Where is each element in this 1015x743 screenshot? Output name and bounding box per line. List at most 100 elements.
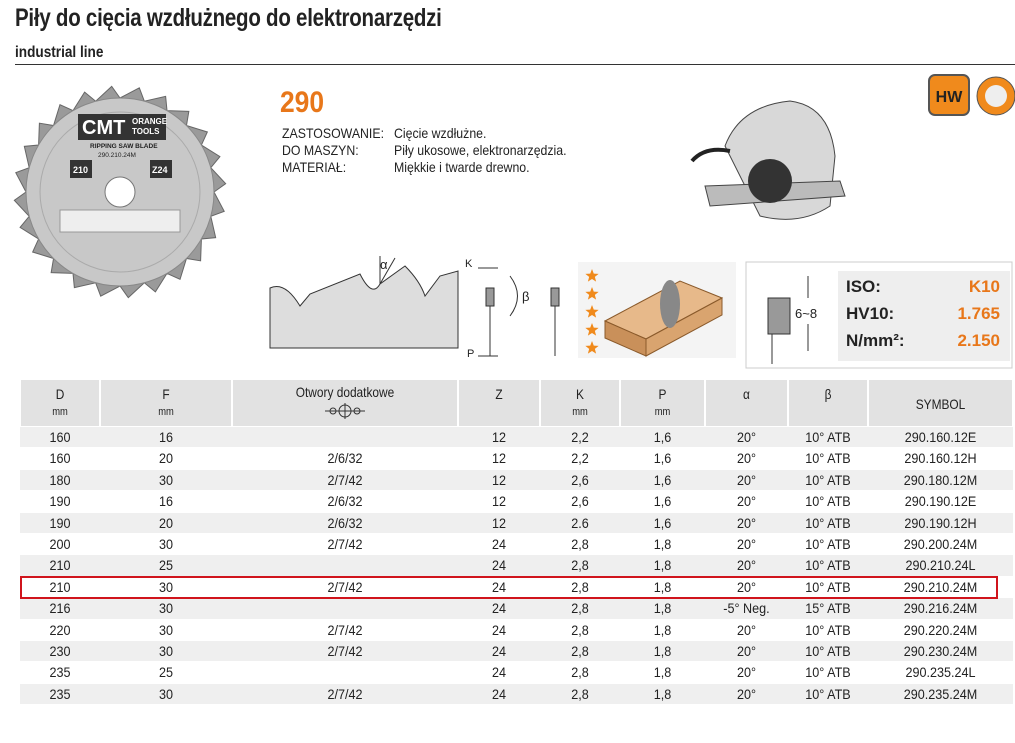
teeth-plate <box>150 160 172 178</box>
blade-teeth-count: Z24 <box>152 165 168 175</box>
table-cell: 2,6 <box>571 471 589 488</box>
blade-icon-center <box>985 85 1007 107</box>
table-cell: 24 <box>491 643 507 659</box>
table-cell: 24 <box>491 578 507 595</box>
table-cell: 20° <box>736 643 757 659</box>
product-code-text: 290 <box>280 86 325 119</box>
header-cell <box>706 380 787 426</box>
table-cell: 30 <box>158 536 174 552</box>
table-cell: 2,8 <box>571 621 589 638</box>
column-unit: mm <box>654 406 671 418</box>
spec-label: ZASTOSOWANIE: <box>282 125 384 141</box>
table-cell: 2,8 <box>571 578 589 595</box>
table-cell: 2,8 <box>571 685 589 702</box>
table-cell: 10° ATB <box>805 514 851 531</box>
spec-label: DO MASZYN: <box>282 142 359 158</box>
table-cell: 1,8 <box>653 664 672 681</box>
table-row <box>20 576 1013 598</box>
star <box>585 341 599 354</box>
table-cell: 290.160.12E <box>904 429 977 445</box>
table-cell: 20° <box>736 664 757 681</box>
tooth-height <box>767 276 809 364</box>
brand-sub: ORANGE <box>132 117 168 126</box>
table-cell: 220 <box>49 621 71 638</box>
blade-ring <box>39 111 201 273</box>
beta-label: β <box>522 289 529 304</box>
table-cell: 290.216.24M <box>903 600 978 617</box>
column-name: K <box>576 386 584 402</box>
star <box>585 287 599 300</box>
table-cell: 16 <box>158 429 174 445</box>
table-cell: 30 <box>158 643 174 659</box>
spec-value: Cięcie wzdłużne. <box>394 125 487 141</box>
table-cell: 10° ATB <box>805 450 851 467</box>
beta-arc <box>509 275 518 317</box>
table-cell: 1,8 <box>653 578 672 595</box>
table-cell: 1,8 <box>653 600 672 617</box>
star <box>585 305 599 318</box>
circular-saw <box>690 100 846 220</box>
wood-icon <box>578 262 736 358</box>
hardness-label: HV10: <box>846 304 895 323</box>
table-cell: 290.210.24L <box>905 557 976 574</box>
table-cell: 290.160.12H <box>904 450 977 467</box>
header-cell <box>869 380 1012 426</box>
blade-in-wood <box>660 280 680 328</box>
star <box>585 269 599 282</box>
header-cell <box>101 380 231 426</box>
table-cell: 2,8 <box>571 536 589 552</box>
table-row <box>20 469 1013 491</box>
table-cell: 2/7/42 <box>327 578 363 595</box>
table-cell: 30 <box>158 471 174 488</box>
table-cell: 2,8 <box>571 643 589 659</box>
table-cell: 10° ATB <box>805 621 851 638</box>
holes-icon <box>325 403 365 419</box>
tooth-profile <box>269 265 459 349</box>
table-cell: 2,8 <box>571 664 589 681</box>
saw-motor <box>748 159 792 203</box>
page-title: Piły do cięcia wzdłużnego do elektronarz… <box>15 4 442 32</box>
k-label: K <box>465 258 473 270</box>
alpha-ray <box>379 257 396 285</box>
table-cell: 2,2 <box>571 450 589 467</box>
table-cell: 10° ATB <box>805 493 851 510</box>
table-cell: 10° ATB <box>805 536 851 552</box>
header-cell <box>541 380 619 426</box>
tooth-tip <box>550 287 560 307</box>
table-cell: 20° <box>736 471 757 488</box>
header-cell <box>621 380 704 426</box>
table-cell: 10° ATB <box>805 578 851 595</box>
hw-badge <box>928 74 970 116</box>
table-cell: 216 <box>49 600 71 617</box>
table-cell: 2/7/42 <box>327 643 363 659</box>
table-cell: 20° <box>736 429 757 445</box>
spec-value: Piły ukosowe, elektronarzędzia. <box>394 142 567 158</box>
hardness-value: 2.150 <box>957 331 1000 350</box>
table-cell: 2/7/42 <box>327 471 363 488</box>
table-cell: 10° ATB <box>805 557 851 574</box>
brand-sub: TOOLS <box>132 127 160 136</box>
table-row <box>20 512 1013 533</box>
table-cell: 200 <box>49 536 71 552</box>
table-cell: 2,6 <box>571 493 589 510</box>
column-name: Otwory dodatkowe <box>295 384 395 400</box>
height-label: 6~8 <box>795 306 817 321</box>
illustrations: CMT ORANGE TOOLS RIPPING SAW BLADE 290.2… <box>13 74 1015 369</box>
table-row <box>20 641 1013 662</box>
table-cell: 1,6 <box>653 514 672 531</box>
table-cell: 30 <box>158 600 174 617</box>
table-cell: 10° ATB <box>805 685 851 702</box>
blade-symbol: 290.210.24M <box>98 152 136 159</box>
table-cell: 230 <box>49 643 71 659</box>
blade-diameter: 210 <box>73 165 88 175</box>
star <box>585 323 599 336</box>
table-cell: 24 <box>491 664 507 681</box>
table-cell: 12 <box>491 471 507 488</box>
blade-type: RIPPING SAW BLADE <box>90 143 158 150</box>
table-cell: 160 <box>49 450 71 467</box>
table-cell: 20 <box>158 514 174 531</box>
hardness-value: 1.765 <box>957 304 1000 323</box>
table-row <box>20 683 1013 705</box>
table-cell: 2/6/32 <box>327 514 363 531</box>
